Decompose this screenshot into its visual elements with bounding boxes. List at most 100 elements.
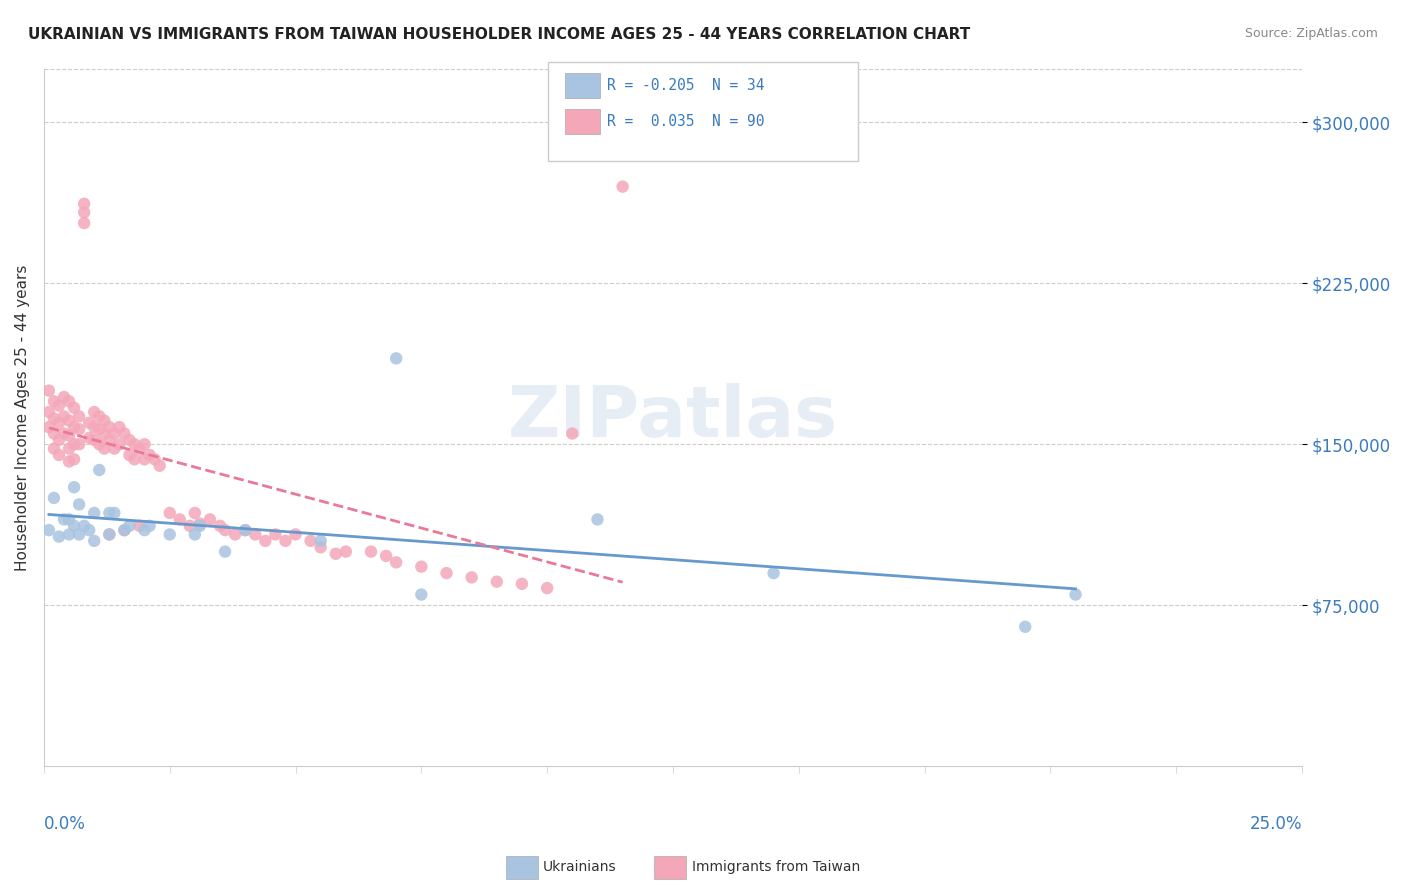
Point: [48, 399, 70, 413]
Point: [325, 547, 347, 561]
Point: [274, 533, 297, 548]
Point: [42, 411, 65, 425]
Point: [134, 437, 156, 451]
Point: [485, 574, 508, 589]
Point: [77, 523, 100, 537]
Point: [134, 523, 156, 537]
Point: [93, 426, 115, 441]
Point: [58, 454, 80, 468]
Point: [48, 416, 70, 430]
Point: [63, 401, 86, 415]
Point: [63, 452, 86, 467]
Point: [83, 506, 105, 520]
Point: [169, 512, 191, 526]
Point: [38, 420, 60, 434]
Point: [586, 512, 609, 526]
Point: [53, 390, 76, 404]
Point: [53, 512, 76, 526]
Point: [48, 530, 70, 544]
Text: 0.0%: 0.0%: [44, 815, 86, 833]
Point: [53, 426, 76, 441]
Point: [561, 426, 583, 441]
Point: [233, 523, 256, 537]
Point: [48, 448, 70, 462]
Point: [103, 506, 125, 520]
Point: [188, 519, 211, 533]
Text: UKRAINIAN VS IMMIGRANTS FROM TAIWAN HOUSEHOLDER INCOME AGES 25 - 44 YEARS CORREL: UKRAINIAN VS IMMIGRANTS FROM TAIWAN HOUS…: [28, 27, 970, 42]
Point: [184, 527, 207, 541]
Point: [1014, 620, 1036, 634]
Point: [73, 216, 96, 230]
Point: [214, 544, 236, 558]
Point: [138, 448, 160, 462]
Point: [159, 506, 181, 520]
Point: [112, 523, 135, 537]
Point: [143, 452, 166, 467]
Point: [762, 566, 785, 580]
Text: R =  0.035  N = 90: R = 0.035 N = 90: [607, 114, 765, 128]
Point: [38, 523, 60, 537]
Point: [184, 506, 207, 520]
Point: [360, 544, 382, 558]
Point: [98, 433, 121, 447]
Point: [245, 527, 267, 541]
Point: [67, 437, 90, 451]
Point: [411, 559, 433, 574]
Point: [460, 570, 482, 584]
Point: [42, 394, 65, 409]
Point: [73, 519, 96, 533]
Point: [134, 452, 156, 467]
Point: [58, 512, 80, 526]
Point: [385, 555, 408, 569]
Point: [309, 541, 332, 555]
Point: [536, 581, 558, 595]
Point: [73, 196, 96, 211]
Point: [149, 458, 172, 473]
Point: [42, 426, 65, 441]
Point: [198, 512, 221, 526]
Point: [63, 519, 86, 533]
Point: [108, 420, 131, 434]
Point: [214, 523, 236, 537]
Point: [118, 433, 141, 447]
Point: [124, 452, 146, 467]
Point: [73, 205, 96, 219]
Point: [89, 463, 111, 477]
Point: [83, 533, 105, 548]
Point: [112, 523, 135, 537]
Point: [98, 527, 121, 541]
Point: [103, 426, 125, 441]
Point: [188, 516, 211, 531]
Point: [510, 577, 533, 591]
Point: [89, 422, 111, 436]
Point: [83, 420, 105, 434]
Point: [38, 384, 60, 398]
Point: [103, 442, 125, 456]
Y-axis label: Householder Income Ages 25 - 44 years: Householder Income Ages 25 - 44 years: [15, 264, 30, 571]
Point: [42, 491, 65, 505]
Point: [264, 527, 287, 541]
Point: [83, 433, 105, 447]
Point: [98, 420, 121, 434]
Point: [224, 527, 246, 541]
Point: [67, 527, 90, 541]
Point: [284, 527, 307, 541]
Point: [138, 519, 160, 533]
Point: [89, 437, 111, 451]
Point: [58, 394, 80, 409]
Point: [58, 442, 80, 456]
Point: [254, 533, 277, 548]
Point: [108, 437, 131, 451]
Point: [385, 351, 408, 366]
Point: [63, 437, 86, 451]
Point: [233, 523, 256, 537]
Point: [67, 497, 90, 511]
Point: [83, 405, 105, 419]
Point: [42, 442, 65, 456]
Point: [112, 426, 135, 441]
Point: [58, 414, 80, 428]
Point: [128, 519, 150, 533]
Point: [1064, 588, 1087, 602]
Point: [299, 533, 322, 548]
Point: [53, 409, 76, 424]
